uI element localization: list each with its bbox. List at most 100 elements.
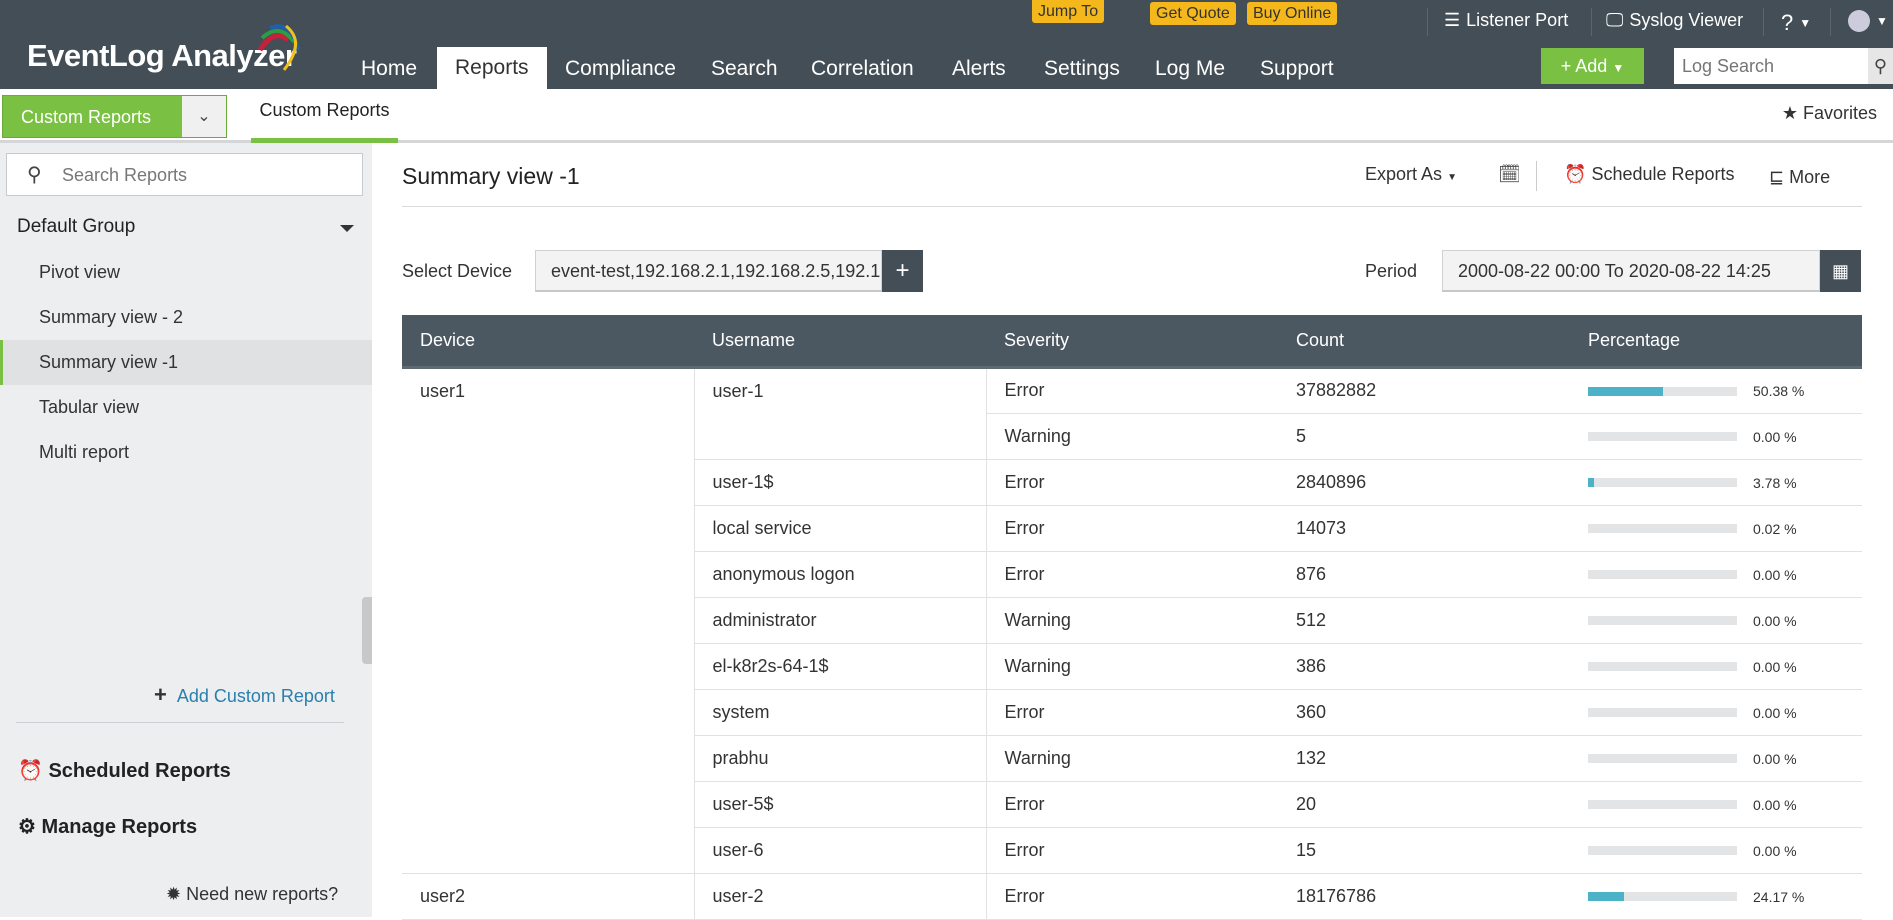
nav-compliance[interactable]: Compliance bbox=[565, 54, 676, 89]
percentage-text: 0.00 % bbox=[1753, 613, 1797, 629]
nav-home[interactable]: Home bbox=[361, 54, 417, 89]
count-cell: 512 bbox=[1278, 597, 1570, 643]
more-label: More bbox=[1789, 167, 1830, 187]
nav-reports[interactable]: Reports bbox=[437, 47, 547, 89]
column-header-count[interactable]: Count bbox=[1278, 315, 1570, 367]
need-new-reports-link[interactable]: ✹ Need new reports? bbox=[166, 884, 338, 905]
tab-custom-reports[interactable]: Custom Reports bbox=[251, 89, 398, 143]
divider bbox=[1427, 8, 1428, 36]
nav-correlation[interactable]: Correlation bbox=[811, 54, 914, 89]
percentage-bar bbox=[1588, 892, 1737, 901]
select-device-label: Select Device bbox=[402, 261, 512, 282]
add-device-button[interactable]: + bbox=[882, 250, 923, 292]
user-menu[interactable]: ▼ bbox=[1848, 10, 1888, 32]
percentage-text: 50.38 % bbox=[1753, 383, 1804, 399]
jump-to-button[interactable]: Jump To bbox=[1032, 0, 1104, 23]
custom-reports-dropdown[interactable]: Custom Reports ⌄ bbox=[2, 95, 227, 138]
search-icon[interactable]: ⚲ bbox=[1868, 48, 1893, 84]
username-cell: prabhu bbox=[694, 735, 986, 781]
report-history-icon[interactable]: 🗓 bbox=[1498, 164, 1521, 185]
caret-down-icon: ▼ bbox=[1876, 14, 1888, 28]
percentage-bar-fill bbox=[1588, 478, 1594, 487]
percentage-cell: 0.00 % bbox=[1570, 735, 1862, 781]
listener-port-link[interactable]: ☰ Listener Port bbox=[1444, 10, 1568, 31]
nav-settings[interactable]: Settings bbox=[1044, 54, 1120, 89]
username-cell: user-2 bbox=[694, 873, 986, 919]
percentage-cell: 0.00 % bbox=[1570, 781, 1862, 827]
count-cell: 876 bbox=[1278, 551, 1570, 597]
divider bbox=[1591, 8, 1592, 36]
alarm-clock-icon: ⏰ bbox=[1564, 164, 1586, 184]
period-label: Period bbox=[1365, 261, 1417, 282]
percentage-bar bbox=[1588, 708, 1737, 717]
device-cell: user2 bbox=[402, 873, 694, 919]
sidebar: ⚲ Search Reports Default Group Pivot vie… bbox=[0, 143, 372, 917]
severity-cell: Error bbox=[986, 459, 1278, 505]
column-header-severity[interactable]: Severity bbox=[986, 315, 1278, 367]
chevron-down-icon[interactable]: ⌄ bbox=[182, 96, 226, 137]
favorites-link[interactable]: ★ Favorites bbox=[1782, 103, 1877, 124]
logo-arc-icon bbox=[240, 20, 302, 72]
gear-icon: ⚙ bbox=[18, 816, 36, 838]
caret-down-icon[interactable] bbox=[340, 225, 354, 232]
more-button[interactable]: ⊑ More bbox=[1769, 167, 1830, 188]
log-search-input[interactable] bbox=[1674, 48, 1868, 84]
group-header[interactable]: Default Group bbox=[17, 216, 135, 238]
help-menu[interactable]: ? ▼ bbox=[1781, 10, 1811, 36]
username-cell: administrator bbox=[694, 597, 986, 643]
add-custom-report-link[interactable]: +Add Custom Report bbox=[154, 682, 335, 708]
percentage-cell: 50.38 % bbox=[1570, 367, 1862, 413]
export-as-button[interactable]: Export As ▼ bbox=[1365, 164, 1457, 185]
collapse-handle[interactable] bbox=[362, 597, 372, 664]
percentage-text: 24.17 % bbox=[1753, 889, 1804, 905]
sidebar-item-summary-view-2[interactable]: Summary view - 2 bbox=[0, 295, 372, 340]
star-icon: ★ bbox=[1782, 103, 1798, 123]
get-quote-button[interactable]: Get Quote bbox=[1150, 2, 1236, 25]
monitor-icon: 🖵 bbox=[1606, 10, 1623, 31]
nav-log-me[interactable]: Log Me bbox=[1155, 54, 1225, 89]
period-input[interactable]: 2000-08-22 00:00 To 2020-08-22 14:25 bbox=[1442, 250, 1820, 292]
caret-down-icon: ▼ bbox=[1612, 61, 1624, 75]
percentage-bar bbox=[1588, 616, 1737, 625]
search-reports-input[interactable]: ⚲ Search Reports bbox=[6, 153, 363, 196]
page-title: Summary view -1 bbox=[402, 163, 580, 190]
column-header-username[interactable]: Username bbox=[694, 315, 986, 367]
manage-reports-link[interactable]: ⚙ Manage Reports bbox=[18, 814, 197, 839]
avatar-icon bbox=[1848, 10, 1870, 32]
add-button[interactable]: + Add ▼ bbox=[1541, 48, 1644, 84]
main-content: Summary view -1 Export As ▼ 🗓 ⏰ Schedule… bbox=[372, 143, 1893, 917]
nav-support[interactable]: Support bbox=[1260, 54, 1334, 89]
sidebar-item-tabular-view[interactable]: Tabular view bbox=[0, 385, 372, 430]
scheduled-reports-link[interactable]: ⏰ Scheduled Reports bbox=[18, 758, 231, 783]
caret-down-icon: ▼ bbox=[1799, 16, 1811, 30]
nav-alerts[interactable]: Alerts bbox=[952, 54, 1006, 89]
manage-reports-label: Manage Reports bbox=[42, 816, 198, 838]
nav-search[interactable]: Search bbox=[711, 54, 778, 89]
sub-header: Custom Reports ⌄ Custom Reports ★ Favori… bbox=[0, 89, 1893, 143]
count-cell: 132 bbox=[1278, 735, 1570, 781]
schedule-reports-label: Schedule Reports bbox=[1591, 164, 1734, 184]
column-header-device[interactable]: Device bbox=[402, 315, 694, 367]
add-custom-report-label: Add Custom Report bbox=[177, 686, 335, 706]
device-input[interactable]: event-test,192.168.2.1,192.168.2.5,192.1… bbox=[535, 250, 882, 292]
username-cell: local service bbox=[694, 505, 986, 551]
severity-cell: Error bbox=[986, 367, 1278, 413]
percentage-cell: 0.00 % bbox=[1570, 827, 1862, 873]
sidebar-item-multi-report[interactable]: Multi report bbox=[0, 430, 372, 475]
percentage-bar bbox=[1588, 387, 1737, 396]
sidebar-item-pivot-view[interactable]: Pivot view bbox=[0, 250, 372, 295]
sidebar-item-summary-view-1[interactable]: Summary view -1 bbox=[0, 340, 372, 385]
buy-online-button[interactable]: Buy Online bbox=[1247, 2, 1337, 25]
calendar-icon[interactable]: ▦ bbox=[1820, 250, 1861, 292]
username-cell: user-5$ bbox=[694, 781, 986, 827]
percentage-text: 0.00 % bbox=[1753, 429, 1797, 445]
syslog-viewer-link[interactable]: 🖵 Syslog Viewer bbox=[1606, 10, 1743, 31]
lightbulb-icon: ✹ bbox=[166, 884, 181, 904]
schedule-reports-button[interactable]: ⏰ Schedule Reports bbox=[1564, 164, 1735, 185]
percentage-cell: 24.17 % bbox=[1570, 873, 1862, 919]
server-icon: ☰ bbox=[1444, 10, 1460, 31]
percentage-bar bbox=[1588, 846, 1737, 855]
column-header-percentage[interactable]: Percentage bbox=[1570, 315, 1862, 367]
severity-cell: Error bbox=[986, 551, 1278, 597]
